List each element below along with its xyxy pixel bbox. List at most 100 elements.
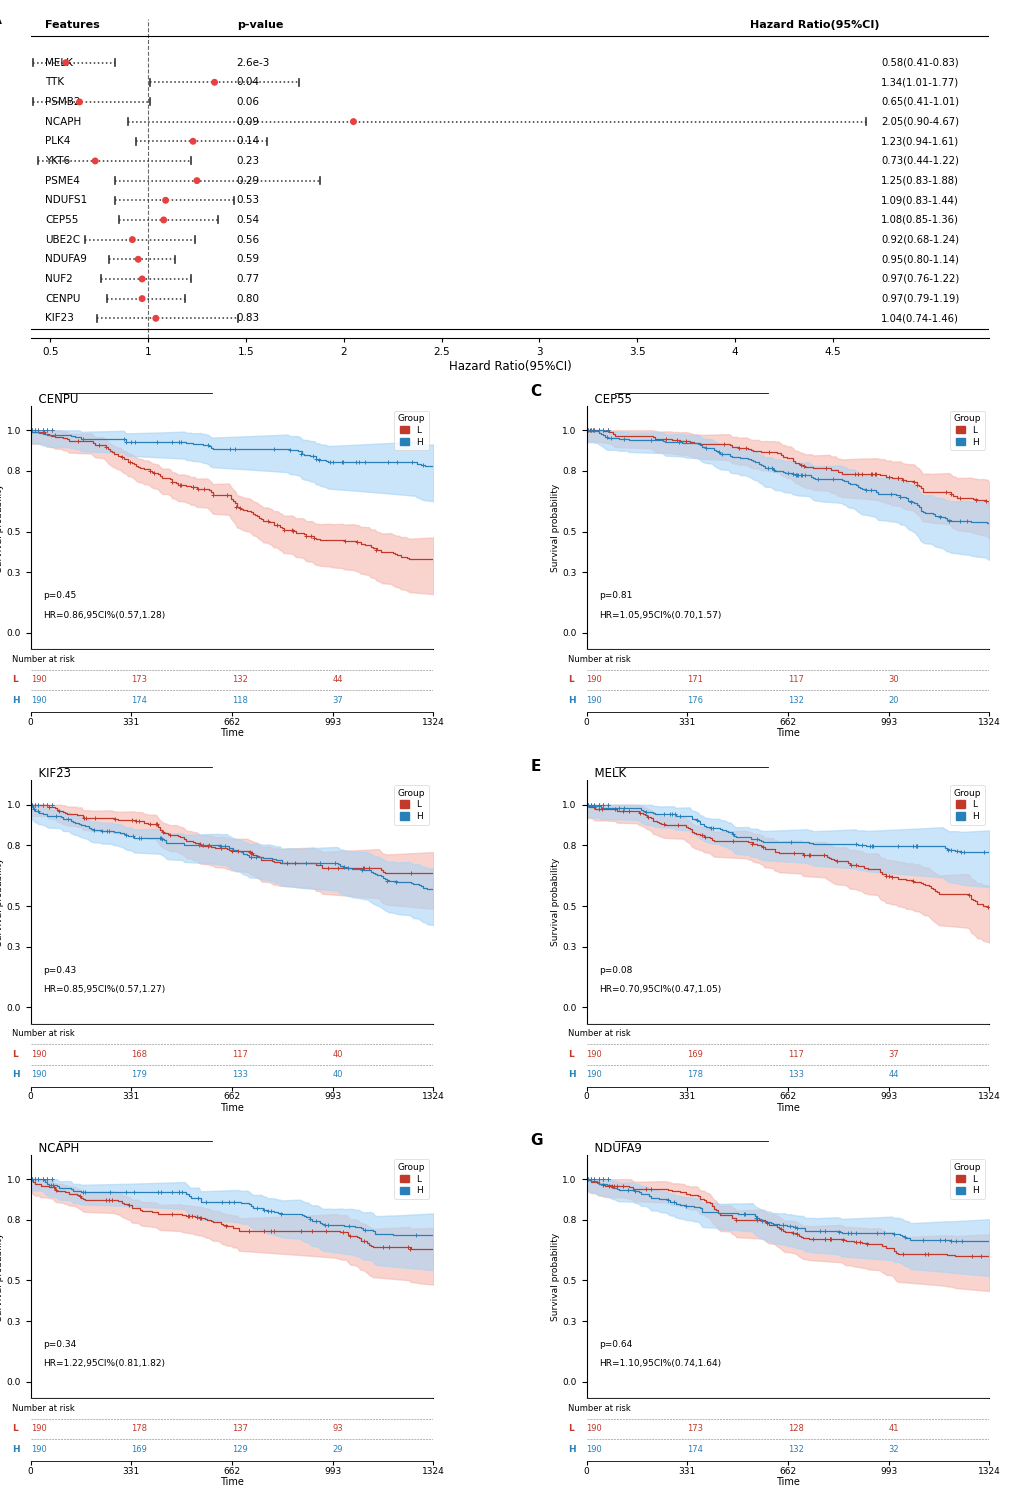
X-axis label: Time: Time xyxy=(220,1478,244,1487)
Text: 190: 190 xyxy=(586,1051,601,1059)
Text: Number at risk: Number at risk xyxy=(568,1403,631,1412)
Text: NUF2: NUF2 xyxy=(45,274,72,284)
Text: 0.58(0.41-0.83): 0.58(0.41-0.83) xyxy=(880,58,958,67)
Text: NDUFS1: NDUFS1 xyxy=(45,195,88,205)
Text: 117: 117 xyxy=(231,1051,248,1059)
Text: 190: 190 xyxy=(31,676,46,684)
Text: L: L xyxy=(12,1424,18,1433)
Text: 0.92(0.68-1.24): 0.92(0.68-1.24) xyxy=(880,235,958,244)
Text: NCAPH: NCAPH xyxy=(31,1141,78,1155)
Text: 44: 44 xyxy=(332,676,343,684)
Text: 128: 128 xyxy=(788,1424,803,1433)
Text: 190: 190 xyxy=(586,1070,601,1079)
Text: p-value: p-value xyxy=(236,21,283,30)
Text: p=0.45: p=0.45 xyxy=(43,591,75,600)
Text: 2.6e-3: 2.6e-3 xyxy=(236,58,270,67)
X-axis label: Hazard Ratio(95%CI): Hazard Ratio(95%CI) xyxy=(448,360,571,373)
Text: HR=0.85,95CI%(0.57,1.27): HR=0.85,95CI%(0.57,1.27) xyxy=(43,985,165,994)
Text: 190: 190 xyxy=(31,1445,46,1454)
Text: G: G xyxy=(530,1132,542,1147)
Text: MELK: MELK xyxy=(586,768,625,780)
Text: 179: 179 xyxy=(131,1070,147,1079)
Text: 178: 178 xyxy=(687,1070,702,1079)
Text: p=0.34: p=0.34 xyxy=(43,1339,75,1350)
Text: 190: 190 xyxy=(586,1445,601,1454)
Text: Number at risk: Number at risk xyxy=(12,1403,75,1412)
X-axis label: Time: Time xyxy=(220,1103,244,1113)
Point xyxy=(206,70,222,94)
Text: 169: 169 xyxy=(687,1051,702,1059)
Text: 30: 30 xyxy=(888,676,899,684)
Text: H: H xyxy=(12,1070,20,1079)
Legend: L, H: L, H xyxy=(950,786,984,824)
Text: 190: 190 xyxy=(586,676,601,684)
Text: PSMB2: PSMB2 xyxy=(45,97,81,107)
Text: 0.59: 0.59 xyxy=(236,254,260,265)
Text: E: E xyxy=(530,759,540,774)
Text: 0.53: 0.53 xyxy=(236,195,260,205)
Point xyxy=(133,266,150,290)
Text: 117: 117 xyxy=(788,1051,803,1059)
Text: Features: Features xyxy=(45,21,100,30)
Legend: L, H: L, H xyxy=(393,1159,429,1199)
Text: 2.05(0.90-4.67): 2.05(0.90-4.67) xyxy=(880,116,958,126)
Text: 129: 129 xyxy=(231,1445,248,1454)
Text: CEP55: CEP55 xyxy=(586,393,631,406)
Text: p=0.43: p=0.43 xyxy=(43,966,75,975)
Point xyxy=(155,208,171,232)
Text: KIF23: KIF23 xyxy=(31,768,70,780)
X-axis label: Time: Time xyxy=(775,728,799,738)
Text: 0.83: 0.83 xyxy=(236,314,260,323)
Text: 0.65(0.41-1.01): 0.65(0.41-1.01) xyxy=(880,97,958,107)
Text: 40: 40 xyxy=(332,1070,343,1079)
Text: 190: 190 xyxy=(586,696,601,705)
Legend: L, H: L, H xyxy=(393,786,429,824)
Text: Hazard Ratio(95%CI): Hazard Ratio(95%CI) xyxy=(749,21,878,30)
Point xyxy=(58,51,74,74)
Text: 93: 93 xyxy=(332,1424,343,1433)
Legend: L, H: L, H xyxy=(393,411,429,451)
Text: 171: 171 xyxy=(687,676,702,684)
Text: 168: 168 xyxy=(131,1051,147,1059)
Text: 173: 173 xyxy=(131,676,147,684)
Text: H: H xyxy=(12,1445,20,1454)
Text: HR=0.86,95CI%(0.57,1.28): HR=0.86,95CI%(0.57,1.28) xyxy=(43,610,165,619)
Legend: L, H: L, H xyxy=(950,1159,984,1199)
Point xyxy=(148,307,164,330)
Text: L: L xyxy=(12,1051,18,1059)
Y-axis label: Survival probability: Survival probability xyxy=(0,484,4,571)
Point xyxy=(184,129,201,153)
Text: 1.25(0.83-1.88): 1.25(0.83-1.88) xyxy=(880,176,958,186)
Text: 20: 20 xyxy=(888,696,899,705)
Text: 132: 132 xyxy=(788,696,803,705)
Text: PLK4: PLK4 xyxy=(45,137,70,146)
Text: 117: 117 xyxy=(788,676,803,684)
Text: 0.09: 0.09 xyxy=(236,116,260,126)
Point xyxy=(133,287,150,311)
X-axis label: Time: Time xyxy=(775,1478,799,1487)
Point xyxy=(71,91,88,115)
Text: p=0.81: p=0.81 xyxy=(598,591,632,600)
Text: 174: 174 xyxy=(687,1445,702,1454)
Point xyxy=(157,189,173,213)
Text: HR=1.10,95CI%(0.74,1.64): HR=1.10,95CI%(0.74,1.64) xyxy=(598,1360,720,1369)
Text: p=0.08: p=0.08 xyxy=(598,966,632,975)
Point xyxy=(124,228,141,251)
Text: 0.95(0.80-1.14): 0.95(0.80-1.14) xyxy=(880,254,958,265)
Text: Number at risk: Number at risk xyxy=(568,1030,631,1039)
Text: Number at risk: Number at risk xyxy=(12,1030,75,1039)
Text: 1.08(0.85-1.36): 1.08(0.85-1.36) xyxy=(880,214,958,225)
Y-axis label: Survival probability: Survival probability xyxy=(550,859,559,946)
Text: MELK: MELK xyxy=(45,58,72,67)
Text: 190: 190 xyxy=(31,1051,46,1059)
Text: HR=1.05,95CI%(0.70,1.57): HR=1.05,95CI%(0.70,1.57) xyxy=(598,610,720,619)
Text: CENPU: CENPU xyxy=(45,293,81,304)
Text: 32: 32 xyxy=(888,1445,899,1454)
Text: 0.23: 0.23 xyxy=(236,156,260,167)
Text: 0.14: 0.14 xyxy=(236,137,260,146)
Text: 40: 40 xyxy=(332,1051,343,1059)
Text: CENPU: CENPU xyxy=(31,393,77,406)
Text: 173: 173 xyxy=(687,1424,702,1433)
Point xyxy=(345,110,362,134)
Text: 169: 169 xyxy=(131,1445,147,1454)
